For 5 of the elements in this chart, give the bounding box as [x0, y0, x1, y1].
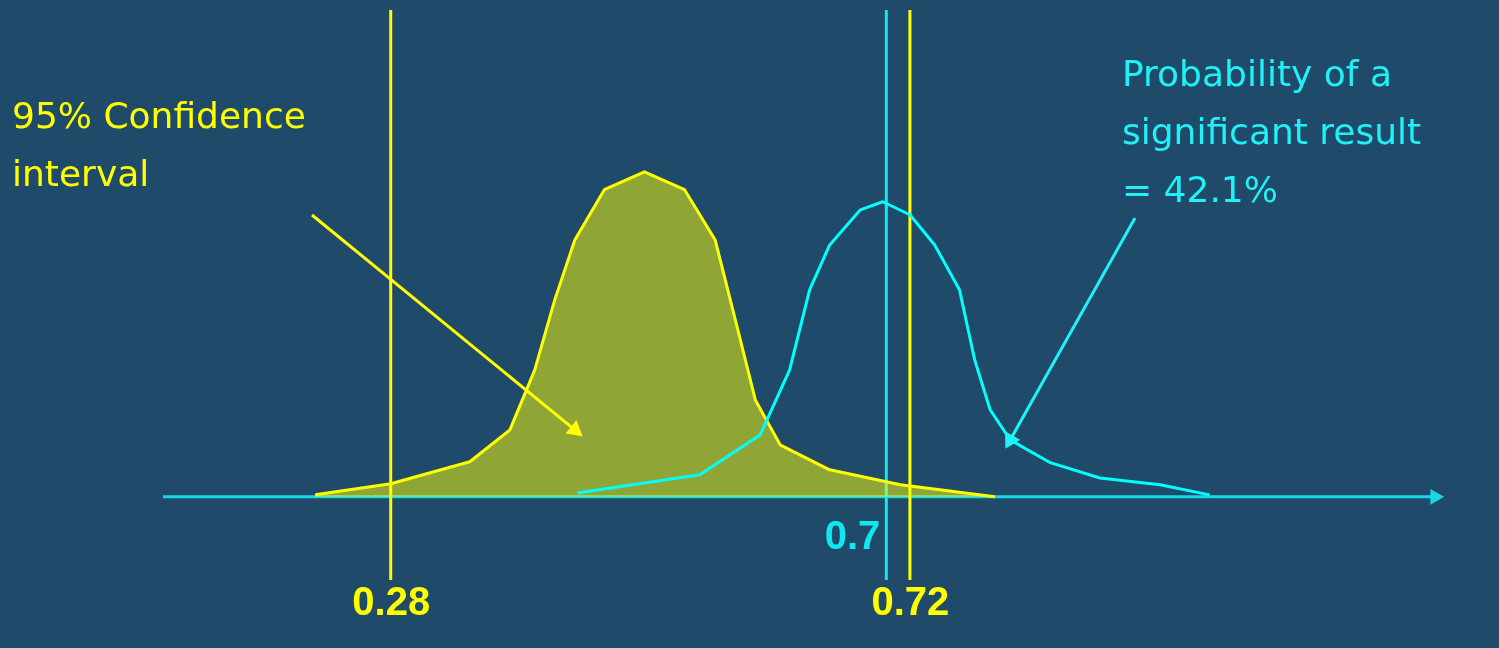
ref-line-label: 0.7	[824, 513, 881, 557]
x-tick-label: 0.72	[871, 578, 950, 623]
annotation: Probability of a significant result = 42.1%	[1122, 53, 1422, 210]
x-tick-label: 0.28	[352, 578, 431, 623]
annotation: 95% Confidence interval	[12, 95, 306, 194]
